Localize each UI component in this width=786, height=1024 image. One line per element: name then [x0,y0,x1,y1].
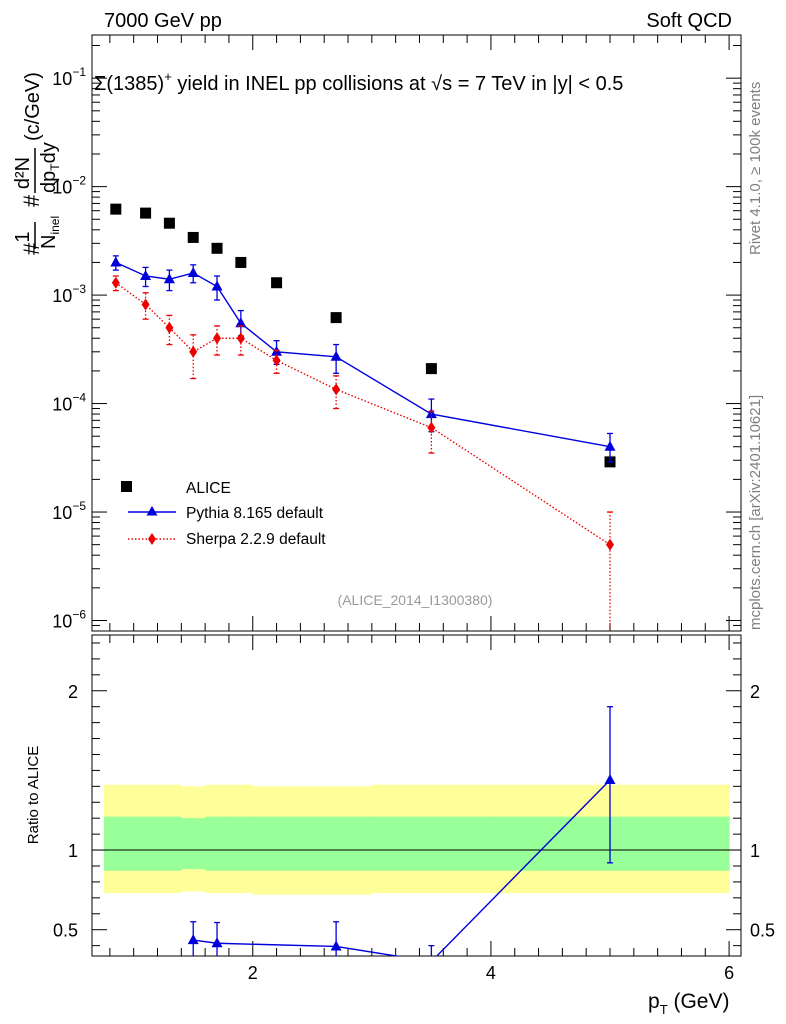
alice-data-point [187,231,199,243]
alice-data-point [271,277,283,289]
legend-sherpa-marker [148,533,156,545]
legend-sherpa-label: Sherpa 2.2.9 default [186,531,326,548]
sherpa-data-point [189,345,198,358]
main-series-layer [110,203,616,631]
ratio-y-tick-label-left: 1 [68,841,78,861]
svg-text:#: # [19,242,44,255]
ratio-axis-ticks: 0.5 0.5 1 1 2 2 2 4 6 [53,635,775,983]
sherpa-data-point [165,321,174,334]
rivet-version-label: Rivet 4.1.0, ≥ 100k events [747,82,764,255]
alice-data-point [110,203,122,215]
ratio-band-inner [300,816,373,871]
svg-text:1: 1 [12,231,34,242]
ratio-plot-frame [91,634,742,957]
plot-title: Σ(1385)+ yield in INEL pp collisions at … [94,69,623,95]
sherpa-data-point [332,383,341,396]
main-y-tick-label: 10−2 [52,174,86,198]
sherpa-line [115,282,611,546]
pythia-data-point [163,273,175,284]
alice-data-point [140,207,152,219]
alice-data-point [163,217,175,229]
legend-pythia-marker [146,506,158,516]
main-y-tick-label: 10−5 [52,499,86,523]
legend-alice-label: ALICE [186,480,231,497]
ratio-band-inner [252,816,301,871]
ratio-x-tick-label: 4 [486,963,496,983]
sherpa-data-point [427,421,436,434]
svg-text:#: # [19,194,44,207]
pythia-data-point [110,256,122,267]
ratio-y-tick-label-right: 1 [750,841,760,861]
main-plot-frame [91,34,742,632]
ratio-band-inner [371,816,492,871]
ratio-y-tick-label-right: 2 [750,682,760,702]
legend-alice-marker [121,481,132,492]
header-category: Soft QCD [646,10,732,32]
alice-data-point [235,256,247,268]
ratio-band-inner [157,816,182,871]
ratio-band-inner [103,816,135,871]
pythia-data-point [604,440,616,451]
sherpa-data-point [141,298,150,311]
svg-text:Ninel: Ninel [38,216,62,249]
svg-text:(c/GeV): (c/GeV) [22,72,44,141]
pythia-line [115,261,611,448]
pythia-ratio-point [330,940,342,951]
mcplots-label: mcplots.cern.ch [arXiv:2401.10621] [747,395,764,630]
sherpa-data-point [213,332,222,345]
pythia-data-point [187,266,199,277]
sherpa-data-point [236,332,245,345]
ratio-band-inner [133,816,158,871]
main-y-tick-label: 10−6 [52,607,86,631]
ratio-x-tick-label: 6 [724,963,734,983]
svg-text:dpTdy: dpTdy [38,142,62,193]
pythia-ratio-point [187,934,199,945]
pythia-data-point [140,269,152,280]
ratio-y-tick-label-right: 0.5 [750,921,775,941]
pythia-data-point [235,317,247,328]
pythia-data-point [211,280,223,291]
legend: ALICE Pythia 8.165 default Sherpa 2.2.9 … [121,480,326,548]
ratio-y-tick-label-left: 0.5 [53,921,78,941]
header-energy: 7000 GeV pp [104,10,222,32]
ratio-y-tick-label-left: 2 [68,682,78,702]
legend-pythia-label: Pythia 8.165 default [186,505,324,522]
main-y-tick-label: 10−3 [52,282,86,306]
pythia-ratio-point [211,937,223,948]
ratio-uncertainty-bands [103,784,730,895]
pythia-ratio-point [604,773,616,784]
analysis-id: (ALICE_2014_I1300380) [338,592,493,608]
ratio-band-inner [205,816,230,871]
alice-data-point [330,312,342,324]
ratio-x-tick-label: 2 [248,963,258,983]
pythia-ratio-point [431,955,432,956]
ratio-y-axis-label: Ratio to ALICE [25,746,42,844]
sherpa-data-point [111,276,120,289]
sherpa-data-point [272,354,281,367]
main-y-tick-label: 10−4 [52,391,86,415]
main-axis-ticks: 10−6 10−5 10−4 10−3 10−2 10−1 [52,35,741,632]
sherpa-data-point [606,538,615,551]
alice-data-point [211,242,223,254]
ratio-series-layer [187,706,616,956]
svg-text:d²N: d²N [12,157,34,189]
ratio-band-inner [181,818,206,870]
main-y-axis-label: # 1 Ninel # d²N dpTdy (c/GeV) [12,72,62,255]
alice-data-point [425,363,437,375]
x-axis-label: pT (GeV) [648,990,730,1017]
ratio-band-inner [228,816,254,871]
pythia-data-point [330,350,342,361]
main-y-tick-label: 10−1 [52,65,86,89]
